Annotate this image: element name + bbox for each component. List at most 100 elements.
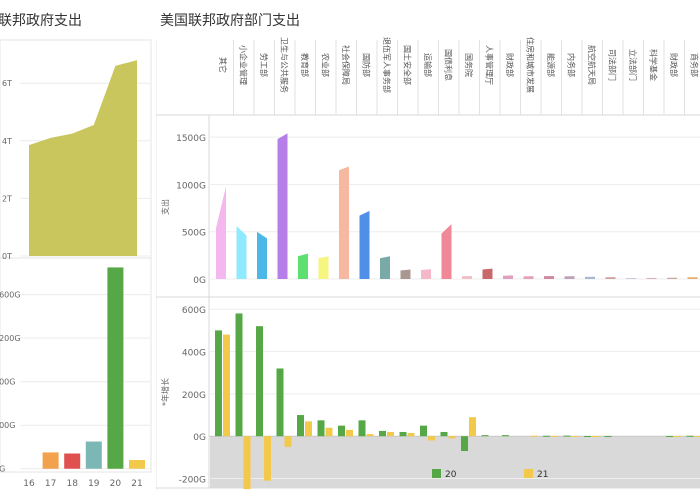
growth-bar <box>42 452 59 469</box>
department-growth-bar-20 <box>686 435 694 437</box>
category-label: 住房和城市发展 <box>526 37 536 93</box>
legend-swatch-21 <box>524 469 533 478</box>
growth-y-tick-label: 1200G <box>0 334 21 343</box>
delta-y-tick-label: 400G <box>182 349 206 359</box>
spend-y-tick-label: 500G <box>182 229 206 239</box>
department-growth-bar-21 <box>469 417 476 437</box>
total-spending-area <box>29 60 137 256</box>
department-spend-bar <box>339 166 349 279</box>
category-label: 科学基金 <box>649 49 659 81</box>
department-growth-bar-21 <box>264 436 271 481</box>
growth-x-tick-label: 18 <box>66 479 78 489</box>
department-growth-bar-21 <box>551 435 558 437</box>
growth-x-tick-label: 16 <box>23 479 35 489</box>
department-growth-bar-21 <box>305 421 312 437</box>
category-label: 内务部 <box>567 53 577 77</box>
delta-y-axis-title: *年增长 <box>160 378 170 406</box>
category-label: 航空航天局 <box>587 45 597 85</box>
department-growth-bar-21 <box>387 431 394 437</box>
growth-bar <box>64 453 81 469</box>
category-label: 司法部门 <box>608 49 618 81</box>
category-label: 劳工部 <box>259 53 269 77</box>
category-label: 能源部 <box>546 53 556 77</box>
department-spend-bar <box>462 275 472 279</box>
department-growth-bar-20 <box>666 435 673 437</box>
department-growth-bar-21 <box>448 436 456 439</box>
department-growth-bar-20 <box>604 435 612 437</box>
department-growth-bar-20 <box>543 435 550 437</box>
department-growth-bar-21 <box>571 435 579 437</box>
legend-label-21: 21 <box>537 470 548 480</box>
department-growth-bar-21 <box>243 436 251 490</box>
department-growth-bar-20 <box>420 425 427 437</box>
area-y-tick-label: 2T <box>2 194 12 203</box>
department-spend-bar <box>318 256 329 279</box>
category-label: 财政部 <box>505 53 515 77</box>
spend-y-axis-title: 支出 <box>160 199 170 215</box>
department-growth-bar-20 <box>481 435 489 437</box>
category-label: 教育部 <box>300 53 310 77</box>
department-growth-bar-21 <box>592 435 599 437</box>
growth-x-tick-label: 20 <box>110 479 122 489</box>
category-label: 卫生与公共服务 <box>280 37 290 93</box>
department-growth-bar-20 <box>317 420 325 437</box>
department-growth-bar-20 <box>358 420 366 437</box>
department-spend-bar <box>400 269 411 279</box>
category-label: 人事管理厅 <box>485 45 495 85</box>
delta-y-tick-label: 0G <box>193 433 206 443</box>
legend-label-20: 20 <box>445 470 457 480</box>
department-growth-bar-21 <box>694 435 700 437</box>
category-label: 农业部 <box>321 53 331 77</box>
area-y-tick-label: 6T <box>2 79 12 88</box>
category-label: 立法部门 <box>628 49 638 81</box>
department-growth-bar-20 <box>276 368 284 437</box>
category-label: 退伍军人事务部 <box>382 37 392 93</box>
department-spend-bar <box>626 278 636 279</box>
department-spend-bar <box>503 275 513 279</box>
growth-x-tick-label: 19 <box>88 479 100 489</box>
department-growth-bar-21 <box>674 435 681 437</box>
department-growth-bar-21 <box>428 436 435 441</box>
department-spend-bar <box>667 277 677 279</box>
department-growth-bar-21 <box>407 433 415 437</box>
delta-y-tick-label: 200G <box>182 391 206 401</box>
growth-x-tick-label: 21 <box>131 479 142 489</box>
department-growth-bar-21 <box>346 429 353 437</box>
department-growth-bar-20 <box>502 435 509 437</box>
department-spend-bar <box>646 277 657 279</box>
department-growth-bar-20 <box>256 326 263 437</box>
category-label: 商务部 <box>690 53 700 77</box>
department-spend-bar <box>421 269 431 279</box>
category-label: 国土安全部 <box>403 45 413 85</box>
category-label: 国防部 <box>362 53 372 77</box>
department-spend-bar <box>257 231 267 279</box>
delta-y-tick-label: 600G <box>182 306 206 316</box>
department-spend-bar <box>482 268 493 279</box>
department-growth-bar-20 <box>399 431 407 437</box>
department-spend-bar <box>523 276 534 279</box>
growth-y-tick-label: 0G <box>0 465 5 474</box>
department-growth-bar-20 <box>584 435 591 437</box>
delta-y-tick-label: -200G <box>179 476 206 486</box>
department-growth-bar-21 <box>325 427 333 437</box>
growth-y-tick-label: 1600G <box>0 291 21 300</box>
department-spend-bar <box>605 277 616 279</box>
right-chart-panel: 其它 小企业管理 劳工部 卫生与公共服务 教育部 农业部 社会保障局 国防部 退伍军人事务部 国土… <box>156 37 700 490</box>
right-panel-title: 美国联邦政府部门支出 <box>160 13 300 29</box>
department-spend-bar <box>298 253 308 279</box>
department-growth-bar-20 <box>379 430 386 437</box>
spend-y-tick-label: 0G <box>193 276 206 286</box>
department-spend-bar <box>585 276 595 279</box>
category-label: 小企业管理 <box>239 45 249 85</box>
area-y-tick-label: 0T <box>2 252 12 261</box>
department-spend-bar <box>544 275 554 279</box>
growth-y-tick-label: 400G <box>0 421 15 430</box>
legend-swatch-20 <box>432 469 441 478</box>
growth-y-tick-label: 800G <box>0 378 15 387</box>
department-growth-bar-20 <box>563 435 571 437</box>
category-label: 社会保障局 <box>341 45 351 85</box>
department-spend-bar <box>359 210 370 279</box>
spend-y-tick-label: 1000G <box>176 181 206 191</box>
department-spend-bar <box>380 256 390 279</box>
